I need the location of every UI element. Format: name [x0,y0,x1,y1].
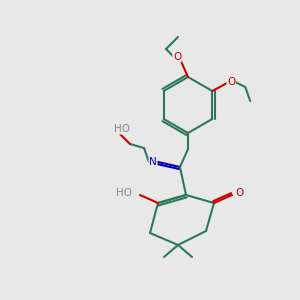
Text: HO: HO [114,124,130,134]
Text: N: N [149,157,157,167]
Text: O: O [227,77,236,87]
Text: O: O [236,188,244,198]
Text: O: O [173,52,181,62]
Text: HO: HO [116,188,132,198]
